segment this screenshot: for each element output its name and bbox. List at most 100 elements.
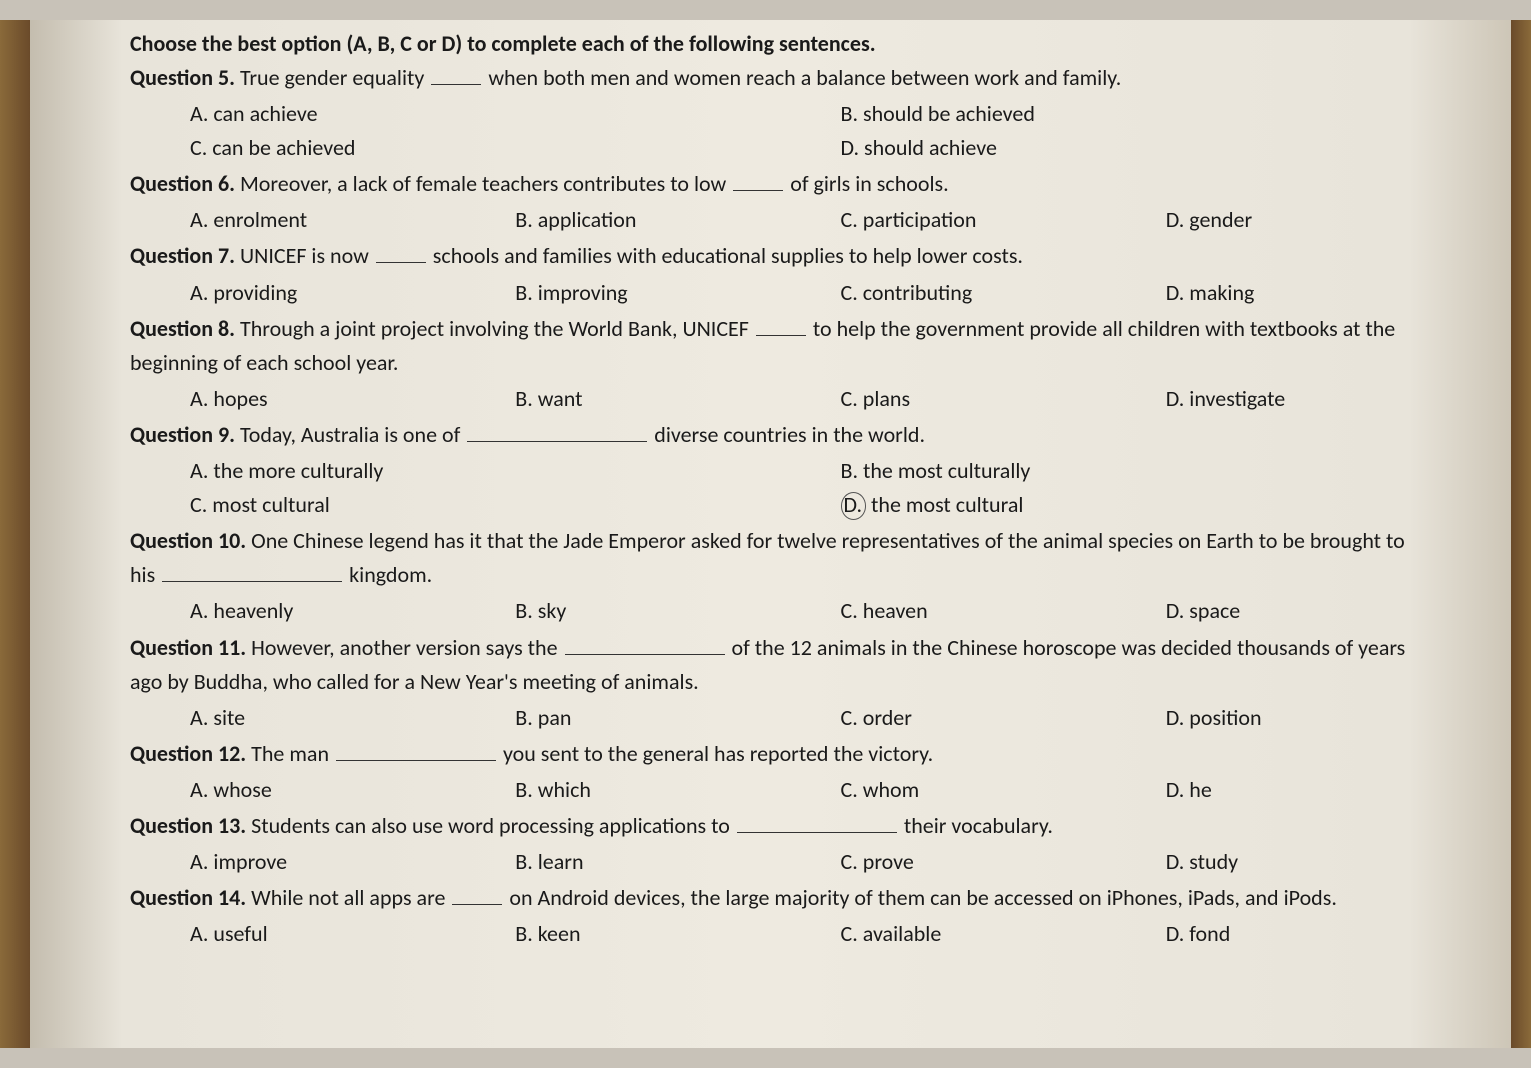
options-row: A. usefulB. keenC. availableD. fond <box>130 917 1431 951</box>
question-11: Question 11. However, another version sa… <box>130 631 1431 735</box>
option-d[interactable]: D. the most cultural <box>781 488 1432 522</box>
option-letter: A. <box>190 920 208 947</box>
option-text: heavenly <box>208 597 293 624</box>
option-letter: C. <box>190 134 207 161</box>
option-letter: C. <box>841 776 858 803</box>
option-c[interactable]: C. heaven <box>781 594 1106 628</box>
options-row: A. can achieveB. should be achievedC. ca… <box>130 97 1431 165</box>
option-letter: D. <box>1166 848 1185 875</box>
option-letter: A. <box>190 206 208 233</box>
option-letter: D. <box>1166 206 1185 233</box>
option-b[interactable]: B. the most culturally <box>781 454 1432 488</box>
question-label: Question 11. <box>130 634 251 661</box>
option-b[interactable]: B. learn <box>455 845 780 879</box>
option-a[interactable]: A. providing <box>130 276 455 310</box>
option-c[interactable]: C. contributing <box>781 276 1106 310</box>
question-prompt: Question 10. One Chinese legend has it t… <box>130 524 1431 592</box>
option-c[interactable]: C. prove <box>781 845 1106 879</box>
option-letter: A. <box>190 385 208 412</box>
question-13: Question 13. Students can also use word … <box>130 809 1431 879</box>
option-a[interactable]: A. the more culturally <box>130 454 781 488</box>
option-a[interactable]: A. site <box>130 701 455 735</box>
option-text: gender <box>1184 206 1252 233</box>
option-letter: A. <box>190 848 208 875</box>
option-d[interactable]: D. he <box>1106 773 1431 807</box>
option-text: site <box>208 704 245 731</box>
option-text: which <box>533 776 591 803</box>
question-prompt: Question 7. UNICEF is now schools and fa… <box>130 239 1431 273</box>
option-letter: C. <box>841 704 858 731</box>
option-b[interactable]: B. pan <box>455 701 780 735</box>
blank <box>452 883 502 905</box>
option-letter: D. <box>1166 704 1185 731</box>
option-a[interactable]: A. can achieve <box>130 97 781 131</box>
option-c[interactable]: C. participation <box>781 203 1106 237</box>
option-d[interactable]: D. making <box>1106 276 1431 310</box>
option-a[interactable]: A. heavenly <box>130 594 455 628</box>
option-letter: A. <box>190 100 208 127</box>
option-b[interactable]: B. application <box>455 203 780 237</box>
option-text: order <box>858 704 912 731</box>
option-d[interactable]: D. gender <box>1106 203 1431 237</box>
option-b[interactable]: B. want <box>455 382 780 416</box>
option-letter: C. <box>190 491 207 518</box>
option-text: the most culturally <box>858 457 1030 484</box>
option-letter: D. <box>1166 776 1185 803</box>
option-letter: A. <box>190 704 208 731</box>
question-prompt: Question 11. However, another version sa… <box>130 631 1431 699</box>
question-label: Question 9. <box>130 421 240 448</box>
question-text-pre: While not all apps are <box>251 884 450 911</box>
option-c[interactable]: C. whom <box>781 773 1106 807</box>
option-b[interactable]: B. should be achieved <box>781 97 1432 131</box>
question-prompt: Question 5. True gender equality when bo… <box>130 61 1431 95</box>
question-12: Question 12. The man you sent to the gen… <box>130 737 1431 807</box>
question-6: Question 6. Moreover, a lack of female t… <box>130 167 1431 237</box>
option-c[interactable]: C. can be achieved <box>130 131 781 165</box>
option-d[interactable]: D. study <box>1106 845 1431 879</box>
option-a[interactable]: A. improve <box>130 845 455 879</box>
option-b[interactable]: B. improving <box>455 276 780 310</box>
question-prompt: Question 9. Today, Australia is one of d… <box>130 418 1431 452</box>
question-text-pre: UNICEF is now <box>240 242 374 269</box>
option-letter: B. <box>515 776 533 803</box>
option-text: providing <box>208 279 297 306</box>
question-prompt: Question 8. Through a joint project invo… <box>130 312 1431 380</box>
options-row: A. improveB. learnC. proveD. study <box>130 845 1431 879</box>
option-text: available <box>858 920 942 947</box>
instruction-text: Choose the best option (A, B, C or D) to… <box>130 30 1431 57</box>
option-b[interactable]: B. which <box>455 773 780 807</box>
blank <box>737 811 897 833</box>
option-a[interactable]: A. useful <box>130 917 455 951</box>
option-text: should be achieved <box>858 100 1035 127</box>
question-prompt: Question 6. Moreover, a lack of female t… <box>130 167 1431 201</box>
option-text: investigate <box>1184 385 1285 412</box>
option-b[interactable]: B. keen <box>455 917 780 951</box>
question-8: Question 8. Through a joint project invo… <box>130 312 1431 416</box>
options-row: A. siteB. panC. orderD. position <box>130 701 1431 735</box>
option-c[interactable]: C. order <box>781 701 1106 735</box>
option-d[interactable]: D. investigate <box>1106 382 1431 416</box>
option-letter: D. <box>841 492 867 520</box>
option-letter: B. <box>515 597 533 624</box>
question-text-post: when both men and women reach a balance … <box>483 64 1121 91</box>
option-a[interactable]: A. enrolment <box>130 203 455 237</box>
option-b[interactable]: B. sky <box>455 594 780 628</box>
option-d[interactable]: D. space <box>1106 594 1431 628</box>
option-c[interactable]: C. most cultural <box>130 488 781 522</box>
option-text: hopes <box>208 385 267 412</box>
option-text: contributing <box>858 279 972 306</box>
option-d[interactable]: D. should achieve <box>781 131 1432 165</box>
question-text-pre: Today, Australia is one of <box>240 421 465 448</box>
option-letter: A. <box>190 597 208 624</box>
option-d[interactable]: D. position <box>1106 701 1431 735</box>
option-a[interactable]: A. whose <box>130 773 455 807</box>
option-text: improving <box>533 279 628 306</box>
question-label: Question 8. <box>130 315 240 342</box>
option-a[interactable]: A. hopes <box>130 382 455 416</box>
option-letter: B. <box>515 920 533 947</box>
option-letter: A. <box>190 279 208 306</box>
option-d[interactable]: D. fond <box>1106 917 1431 951</box>
option-c[interactable]: C. plans <box>781 382 1106 416</box>
option-text: position <box>1184 704 1261 731</box>
option-c[interactable]: C. available <box>781 917 1106 951</box>
